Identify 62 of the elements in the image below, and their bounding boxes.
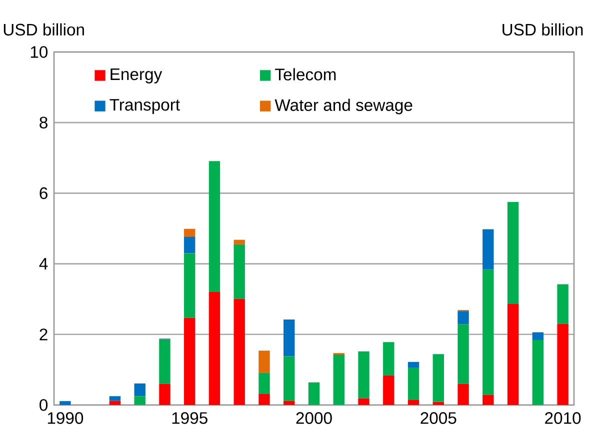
bar: [383, 342, 394, 376]
bar: [458, 324, 469, 384]
bar: [159, 339, 170, 384]
bar: [234, 298, 245, 405]
y-tick-label: 4: [39, 258, 48, 270]
bar: [532, 332, 544, 340]
bar: [258, 350, 270, 373]
x-tick-label: 2005: [420, 412, 456, 424]
bar: [557, 324, 568, 405]
bar: [383, 375, 394, 405]
bar: [432, 354, 444, 402]
bar: [208, 292, 220, 405]
bar: [482, 394, 494, 405]
bar: [134, 383, 146, 396]
y-tick-label: 2: [40, 328, 48, 340]
y2-axis-title: USD billion: [502, 23, 583, 36]
bar: [284, 320, 295, 356]
legend-label: Transport: [110, 99, 180, 114]
bar: [408, 400, 420, 405]
y-axis-title: USD billion: [4, 23, 84, 36]
x-tick-label: 2000: [296, 412, 332, 424]
bar: [284, 356, 295, 401]
legend-label: Telecom: [275, 68, 336, 80]
bar: [432, 402, 444, 405]
bar: [159, 384, 170, 405]
bar: [458, 311, 469, 324]
bar: [358, 398, 370, 405]
legend-label: Water and sewage: [274, 98, 412, 114]
bar: [258, 394, 270, 405]
bar: [333, 354, 344, 405]
y-tick-label: 10: [30, 46, 48, 58]
legend-label: Energy: [110, 68, 162, 84]
bar: [507, 202, 519, 304]
y-tick-label: 8: [40, 116, 48, 128]
bar: [184, 228, 196, 237]
bar: [532, 340, 544, 405]
y-tick-label: 6: [40, 187, 48, 200]
bar: [134, 396, 146, 405]
bar: [507, 304, 519, 405]
bar: [482, 269, 494, 395]
bar: [557, 284, 568, 324]
bar: [458, 384, 469, 405]
bar: [258, 372, 270, 394]
bar: [358, 351, 370, 398]
bar: [408, 362, 420, 368]
bar: [184, 253, 196, 318]
bar: [482, 229, 494, 270]
bar: [408, 368, 420, 400]
bar: [109, 396, 121, 401]
y-tick-label: 0: [40, 399, 48, 411]
bar: [284, 400, 295, 405]
x-tick-label: 1990: [48, 412, 84, 424]
bar: [60, 401, 71, 405]
x-tick-label: 2010: [545, 412, 581, 424]
bar: [234, 244, 245, 299]
bar: [109, 400, 121, 405]
bar: [184, 318, 196, 405]
bar: [208, 161, 220, 292]
bar: [234, 240, 245, 244]
bar: [184, 236, 196, 254]
x-tick-label: 1995: [172, 412, 208, 424]
bar: [308, 382, 320, 405]
